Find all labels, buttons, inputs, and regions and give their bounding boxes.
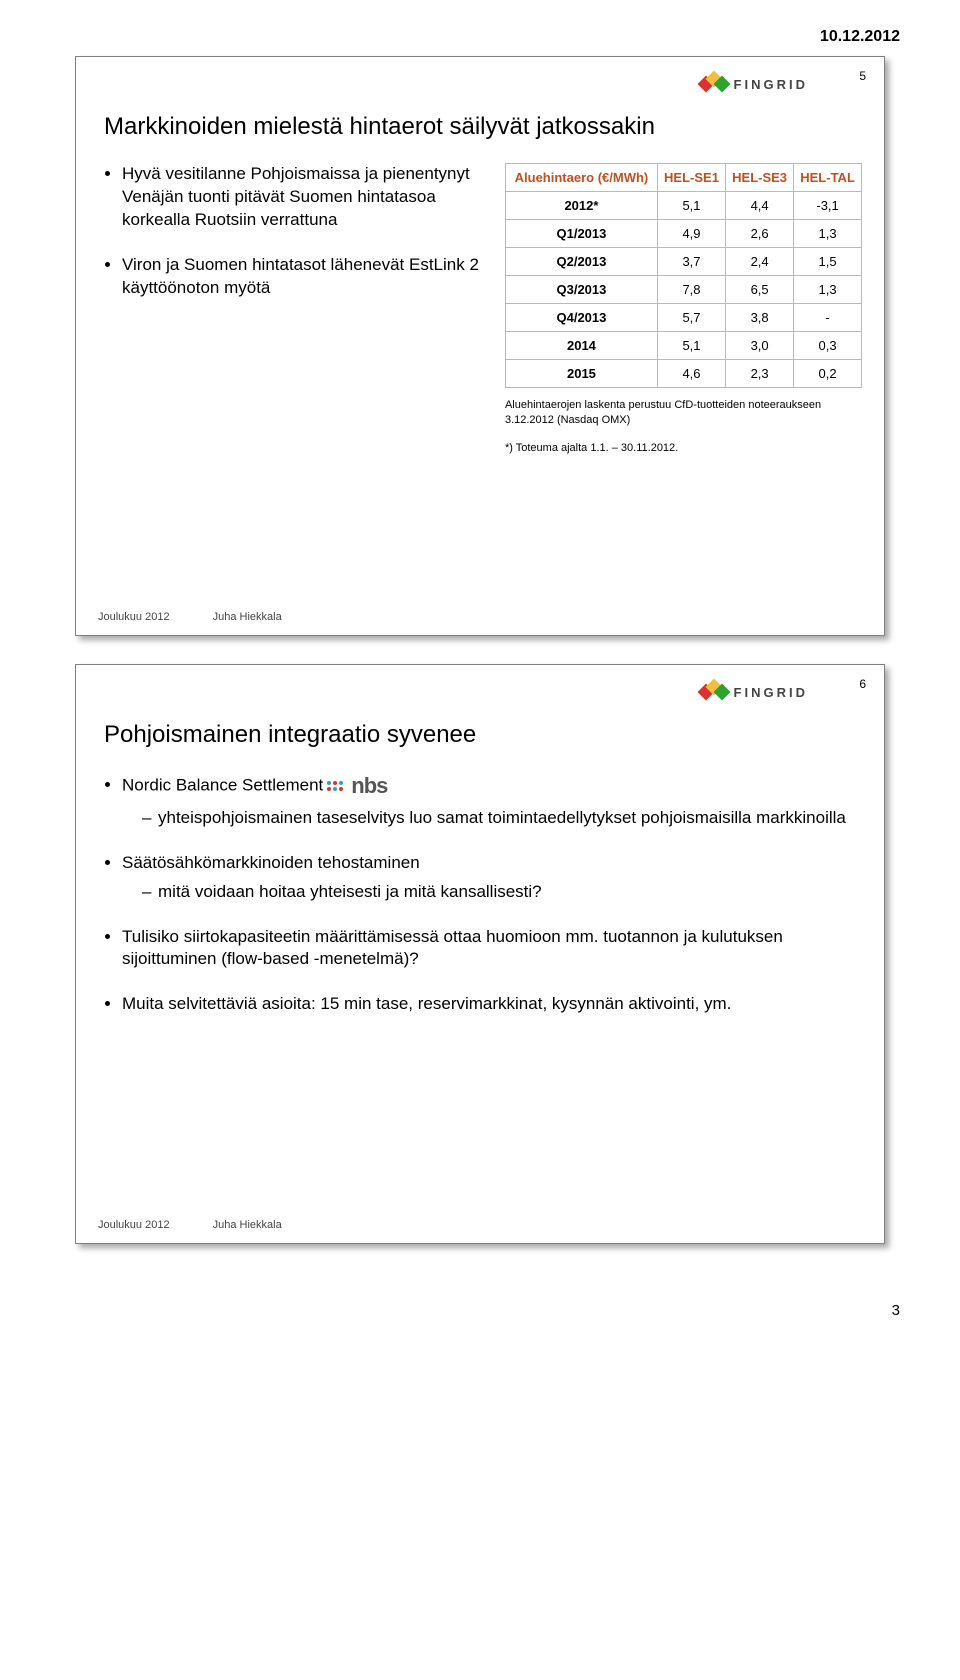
table-cell: 2,6 [726,220,794,248]
nbs-dots-icon [327,781,343,791]
nbs-logo: nbs [327,771,387,801]
table-cell: 4,9 [657,220,725,248]
slide-number: 6 [859,677,866,691]
sub-list-item: mitä voidaan hoitaa yhteisesti ja mitä k… [142,881,862,904]
table-cell: 6,5 [726,276,794,304]
table-caption: Aluehintaerojen laskenta perustuu CfD-tu… [505,398,862,428]
table-cell: 5,7 [657,304,725,332]
list-item-text: Muita selvitettäviä asioita: 15 min tase… [122,994,731,1013]
logo-text: FINGRID [734,685,808,700]
slide-5: 5 FINGRID Markkinoiden mielestä hintaero… [75,56,885,636]
table-header-cell: HEL-SE3 [726,164,794,192]
table-row: 2012*5,14,4-3,1 [505,192,861,220]
table-cell: 1,3 [794,276,862,304]
logo-text: FINGRID [734,77,808,92]
slide-number: 5 [859,69,866,83]
table-row: 20145,13,00,3 [505,332,861,360]
slide-5-left: Hyvä vesitilanne Pohjoismaissa ja pienen… [98,163,485,322]
table-cell: 5,1 [657,192,725,220]
table-cell: 2,3 [726,360,794,388]
table-cell: -3,1 [794,192,862,220]
sub-list: mitä voidaan hoitaa yhteisesti ja mitä k… [122,881,862,904]
slide-footer: Joulukuu 2012 Juha Hiekkala [98,611,282,623]
logo-row: FINGRID [98,681,862,703]
sub-list-item: yhteispohjoismainen taseselvitys luo sam… [142,807,862,830]
slide-6: 6 FINGRID Pohjoismainen integraatio syve… [75,664,885,1244]
slide-6-title: Pohjoismainen integraatio syvenee [104,721,862,749]
table-cell: 1,5 [794,248,862,276]
list-item: Säätösähkömarkkinoiden tehostaminen mitä … [122,852,862,904]
slide-6-list: Nordic Balance Settlement nbs yhteispohjoi… [98,771,862,1016]
table-cell: 2012* [505,192,657,220]
bullet-item: Hyvä vesitilanne Pohjoismaissa ja pienen… [122,163,485,232]
table-cell: - [794,304,862,332]
list-item: Nordic Balance Settlement nbs yhteispohjoi… [122,771,862,830]
sub-list: yhteispohjoismainen taseselvitys luo sam… [122,807,862,830]
table-row: Q4/20135,73,8- [505,304,861,332]
footer-date: Joulukuu 2012 [98,1219,170,1231]
table-cell: 4,4 [726,192,794,220]
footer-date: Joulukuu 2012 [98,611,170,623]
table-cell: 2014 [505,332,657,360]
footer-author: Juha Hiekkala [213,1219,282,1231]
nbs-text: nbs [351,771,387,801]
logo-mark-icon [700,681,728,703]
logo-mark-icon [700,73,728,95]
list-item-text: Tulisiko siirtokapasiteetin määrittämise… [122,927,783,969]
footer-author: Juha Hiekkala [213,611,282,623]
table-row: Q3/20137,86,51,3 [505,276,861,304]
logo-row: FINGRID [98,73,862,95]
slide-5-bullets: Hyvä vesitilanne Pohjoismaissa ja pienen… [104,163,485,300]
table-header-cell: HEL-TAL [794,164,862,192]
list-item: Tulisiko siirtokapasiteetin määrittämise… [122,926,862,972]
table-cell: 7,8 [657,276,725,304]
table-cell: 3,8 [726,304,794,332]
table-cell: 2015 [505,360,657,388]
table-row: 20154,62,30,2 [505,360,861,388]
table-row: Q1/20134,92,61,3 [505,220,861,248]
table-cell: 5,1 [657,332,725,360]
table-cell: Q2/2013 [505,248,657,276]
slide-5-container: 5 FINGRID Markkinoiden mielestä hintaero… [0,56,960,664]
slide-5-body: Hyvä vesitilanne Pohjoismaissa ja pienen… [98,163,862,454]
table-cell: 4,6 [657,360,725,388]
table-header-cell: HEL-SE1 [657,164,725,192]
fingrid-logo: FINGRID [700,681,808,703]
table-note: *) Toteuma ajalta 1.1. – 30.11.2012. [505,442,862,454]
list-item-text: Nordic Balance Settlement [122,775,323,794]
table-cell: 3,0 [726,332,794,360]
slide-5-title: Markkinoiden mielestä hintaerot säilyvät… [104,113,862,141]
page-number: 3 [0,1272,960,1349]
table-cell: Q1/2013 [505,220,657,248]
table-cell: 3,7 [657,248,725,276]
table-cell: Q4/2013 [505,304,657,332]
list-item-text: Säätösähkömarkkinoiden tehostaminen [122,853,420,872]
fingrid-logo: FINGRID [700,73,808,95]
table-row: Q2/20133,72,41,5 [505,248,861,276]
slide-5-right: Aluehintaero (€/MWh)HEL-SE1HEL-SE3HEL-TA… [505,163,862,454]
price-diff-table: Aluehintaero (€/MWh)HEL-SE1HEL-SE3HEL-TA… [505,163,862,388]
slide-6-container: 6 FINGRID Pohjoismainen integraatio syve… [0,664,960,1272]
page-date-header: 10.12.2012 [0,0,960,56]
list-item: Muita selvitettäviä asioita: 15 min tase… [122,993,862,1016]
table-cell: 2,4 [726,248,794,276]
table-header-cell: Aluehintaero (€/MWh) [505,164,657,192]
table-cell: Q3/2013 [505,276,657,304]
bullet-item: Viron ja Suomen hintatasot lähenevät Est… [122,254,485,300]
table-cell: 0,2 [794,360,862,388]
slide-footer: Joulukuu 2012 Juha Hiekkala [98,1219,282,1231]
table-cell: 1,3 [794,220,862,248]
table-cell: 0,3 [794,332,862,360]
